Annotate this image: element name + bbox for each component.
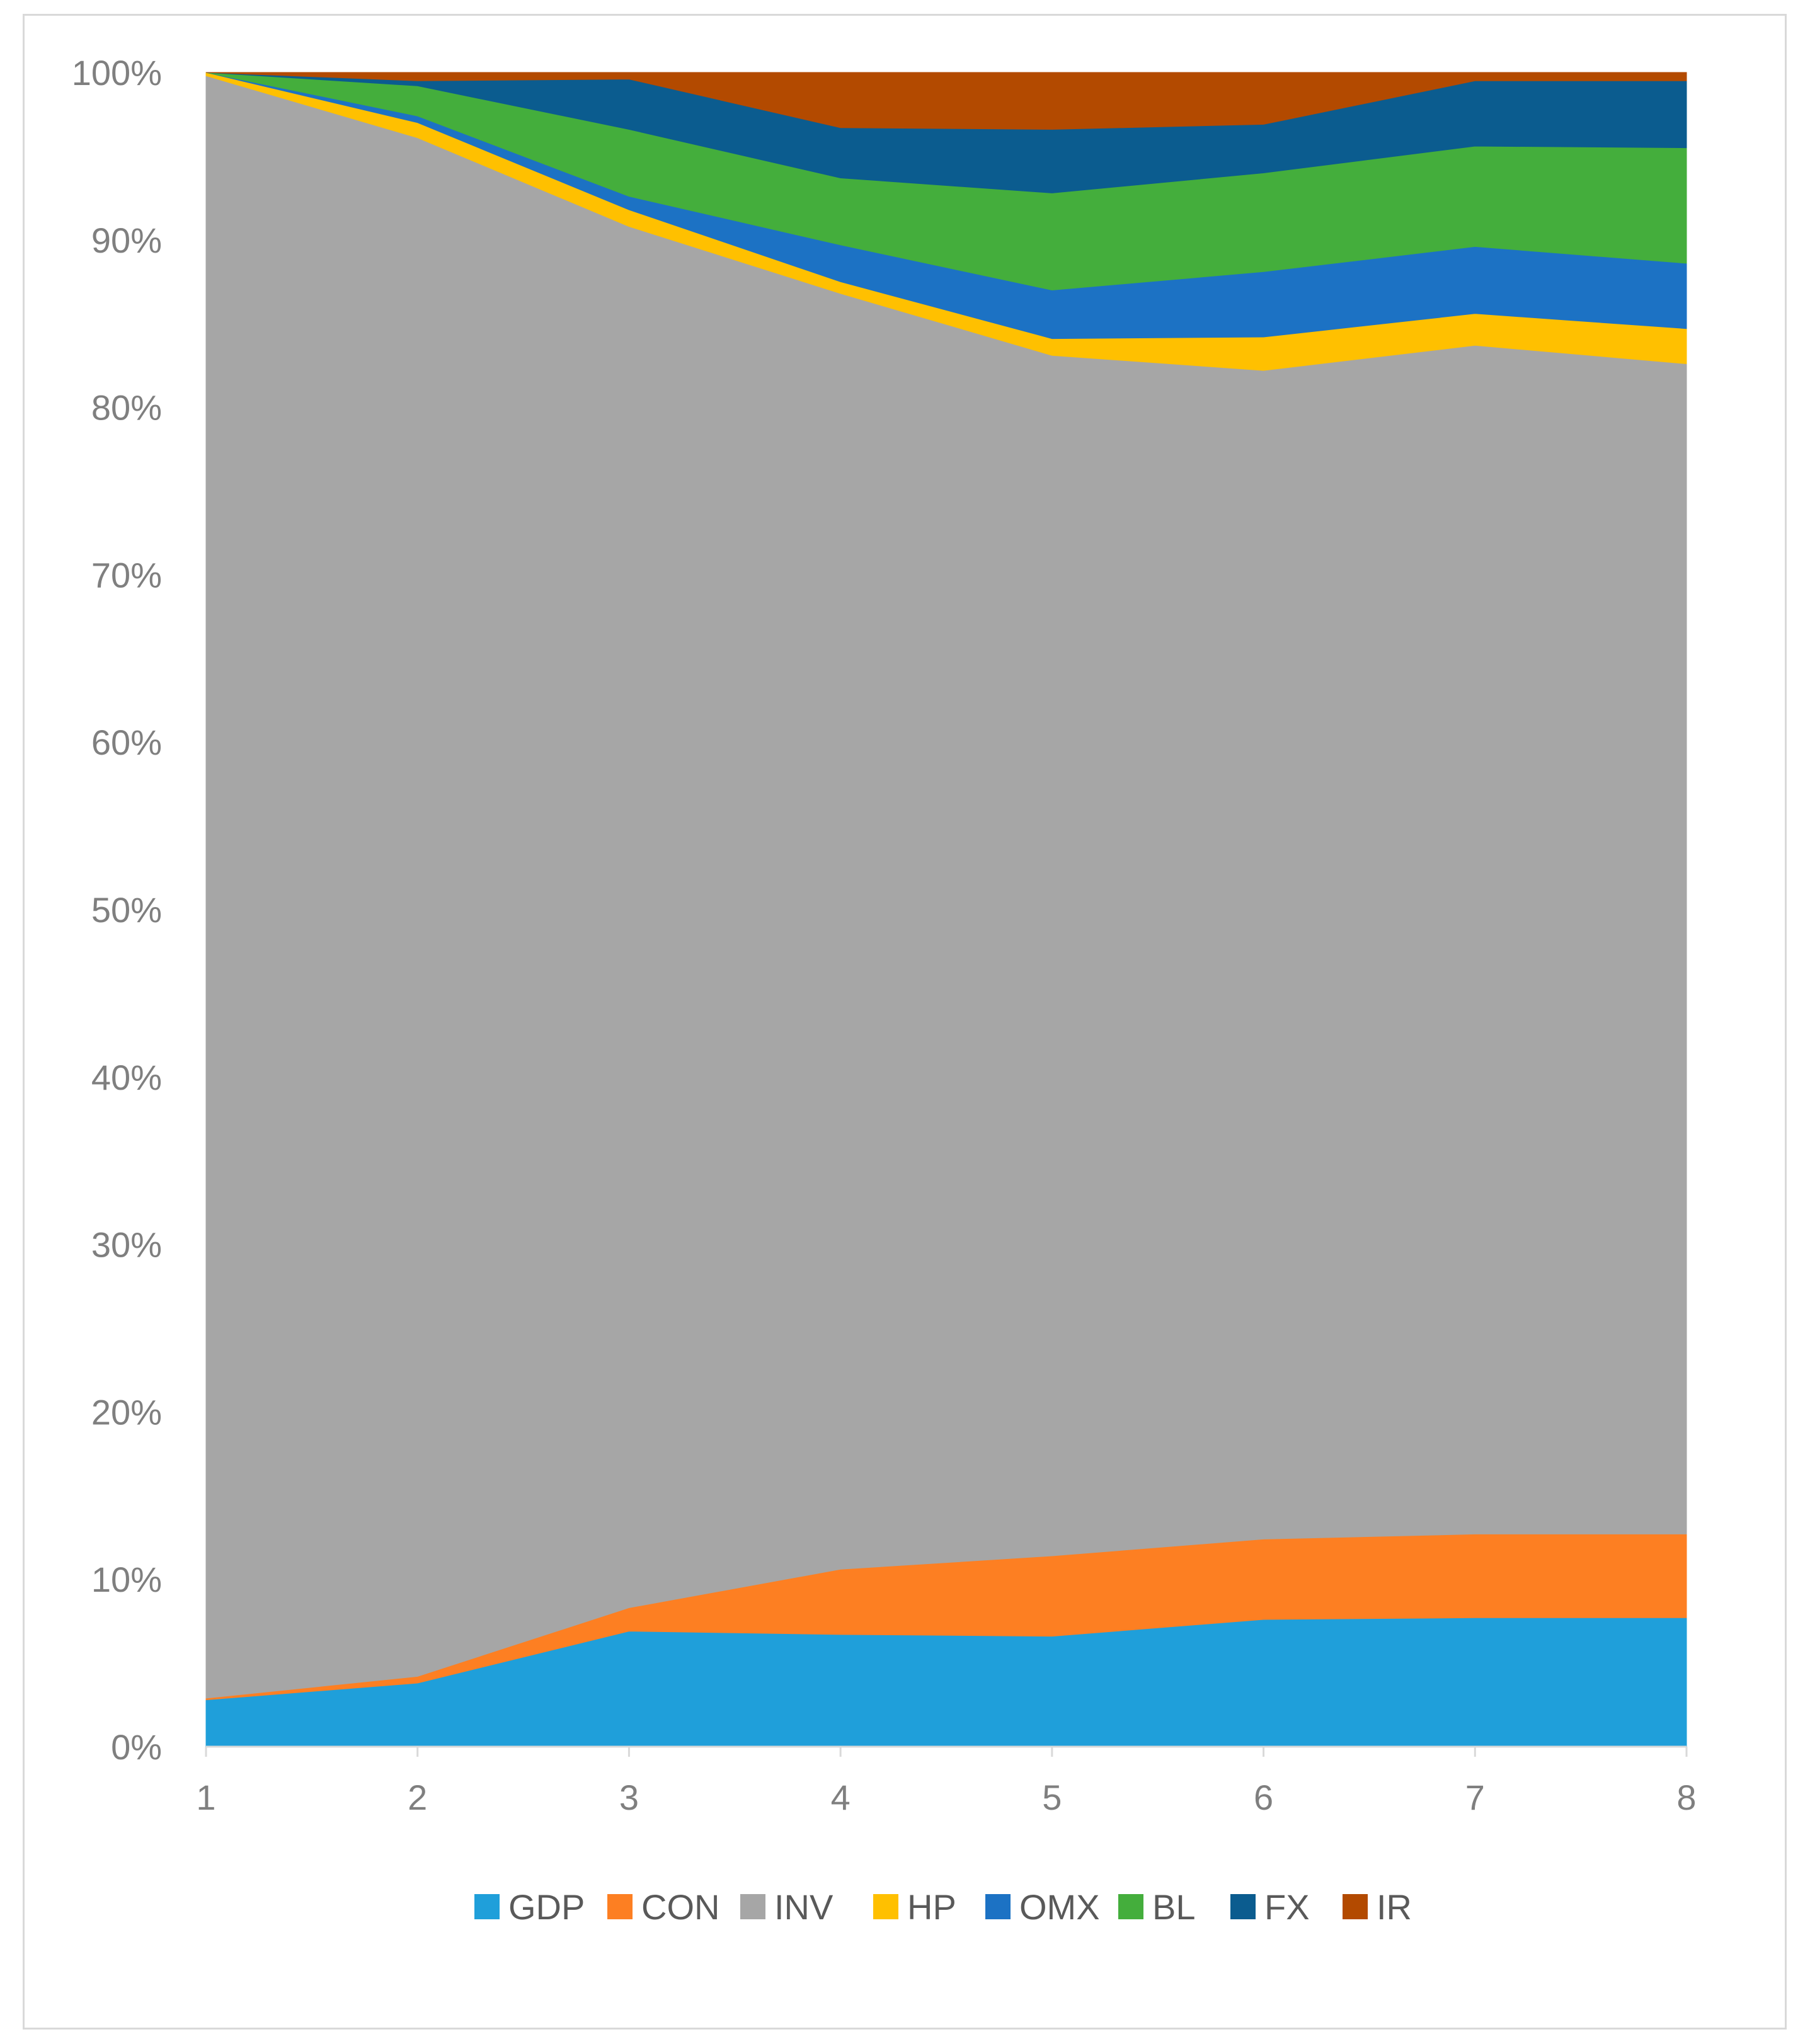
- area-layer: [205, 72, 1687, 1747]
- x-tick-label: 2: [408, 1778, 427, 1817]
- y-tick-label: 20%: [91, 1392, 162, 1432]
- y-tick-label: 30%: [91, 1225, 162, 1265]
- y-tick-label: 40%: [91, 1058, 162, 1097]
- y-tick-label: 70%: [91, 555, 162, 595]
- legend-swatch: [1343, 1894, 1368, 1919]
- legend-swatch: [740, 1894, 765, 1919]
- y-axis-tick-labels: 0% 10% 20% 30% 40% 50% 60% 70% 80% 90% 100%: [72, 53, 162, 1767]
- legend-item-omx: OMX: [985, 1887, 1100, 1927]
- legend-label: IR: [1377, 1887, 1412, 1927]
- x-tick-label: 4: [831, 1778, 851, 1817]
- x-axis-tick-labels: 1 2 3 4 5 6 7 8: [196, 1778, 1696, 1817]
- legend-swatch: [985, 1894, 1011, 1919]
- legend-label: FX: [1264, 1887, 1310, 1927]
- legend-item-ir: IR: [1343, 1887, 1412, 1927]
- y-tick-label: 60%: [91, 722, 162, 762]
- legend-label: INV: [774, 1887, 833, 1927]
- axes-layer: [205, 1745, 1688, 1757]
- x-tick-label: 5: [1042, 1778, 1062, 1817]
- legend-swatch: [873, 1894, 898, 1919]
- y-tick-label: 80%: [91, 388, 162, 428]
- x-tick-label: 3: [619, 1778, 639, 1817]
- y-tick-label: 0%: [111, 1727, 162, 1767]
- legend-swatch: [607, 1894, 633, 1919]
- legend-item-inv: INV: [740, 1887, 833, 1927]
- legend-swatch: [1230, 1894, 1256, 1919]
- legend-label: BL: [1152, 1887, 1196, 1927]
- area-series-ir: [205, 72, 1687, 130]
- legend-item-con: CON: [607, 1887, 719, 1927]
- y-tick-label: 50%: [91, 890, 162, 930]
- legend-item-hp: HP: [873, 1887, 956, 1927]
- y-tick-label: 100%: [72, 53, 162, 93]
- x-tick-label: 6: [1254, 1778, 1273, 1817]
- legend-label: OMX: [1019, 1887, 1100, 1927]
- x-tick-label: 1: [196, 1778, 215, 1817]
- chart-frame: 0% 10% 20% 30% 40% 50% 60% 70% 80% 90% 100% 1 2 3 4 5 6…: [23, 14, 1787, 2030]
- legend-item-fx: FX: [1230, 1887, 1310, 1927]
- chart-svg: 0% 10% 20% 30% 40% 50% 60% 70% 80% 90% 100% 1 2 3 4 5 6…: [72, 53, 1697, 1927]
- y-tick-label: 90%: [91, 220, 162, 260]
- y-tick-label: 10%: [91, 1560, 162, 1599]
- legend-label: HP: [907, 1887, 956, 1927]
- legend-label: CON: [641, 1887, 719, 1927]
- x-tick-label: 8: [1676, 1778, 1696, 1817]
- x-tick-label: 7: [1465, 1778, 1485, 1817]
- legend-swatch: [474, 1894, 500, 1919]
- legend-label: GDP: [508, 1887, 585, 1927]
- legend: GDP CON INV HP OMX BL FX IR: [474, 1887, 1412, 1927]
- legend-item-bl: BL: [1118, 1887, 1196, 1927]
- legend-swatch: [1118, 1894, 1143, 1919]
- legend-item-gdp: GDP: [474, 1887, 585, 1927]
